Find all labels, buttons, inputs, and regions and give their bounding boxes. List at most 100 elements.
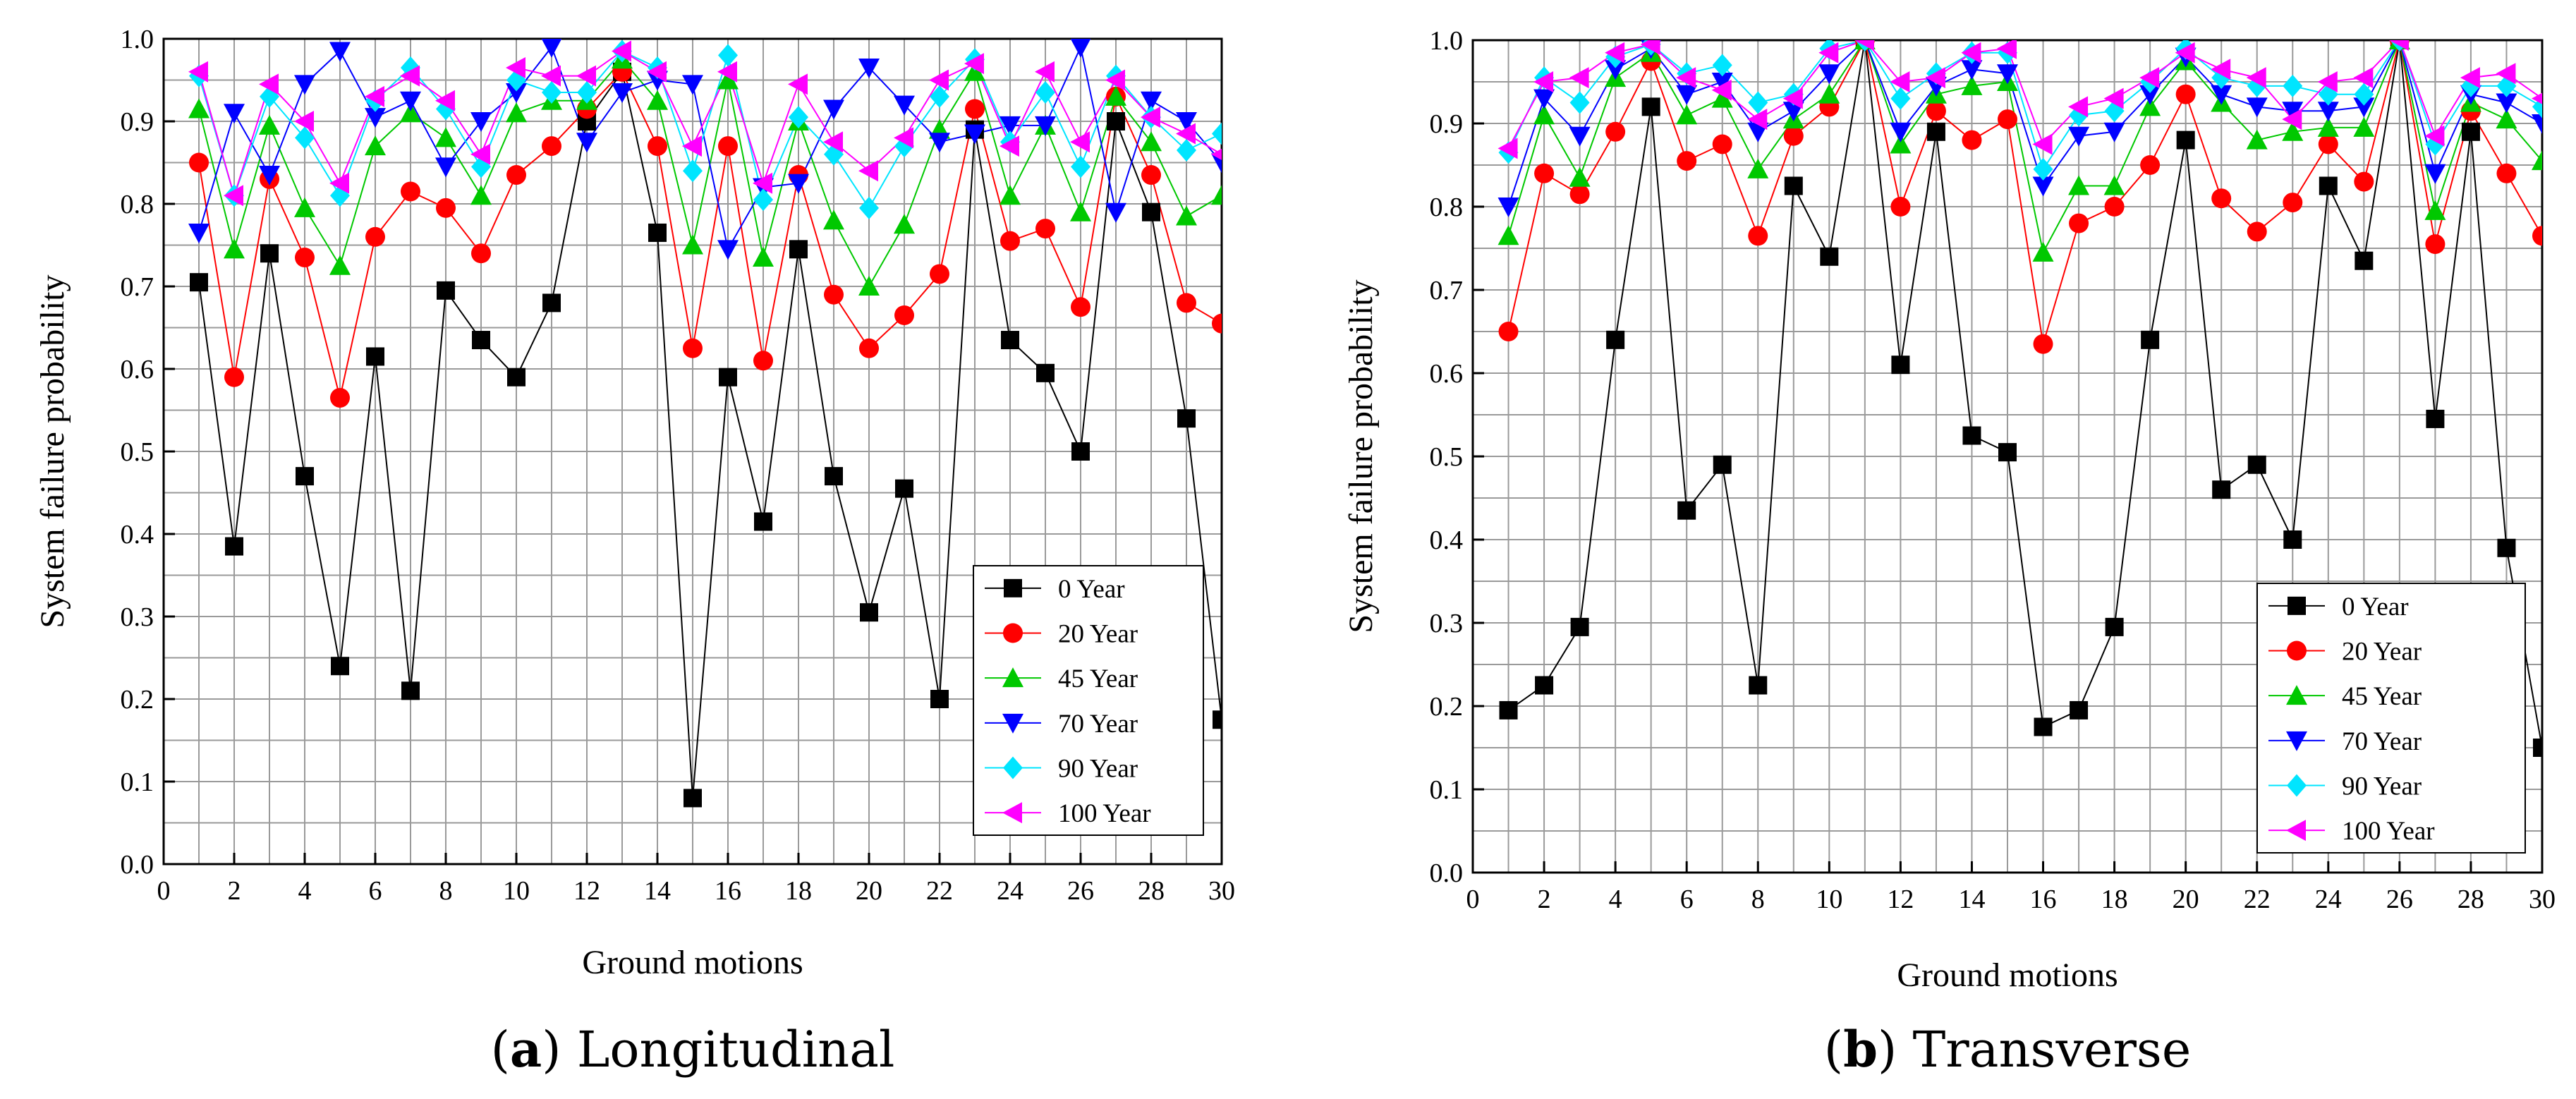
x-tick-label: 26 xyxy=(1067,876,1094,906)
legend-marker xyxy=(2286,731,2307,751)
data-point xyxy=(400,65,420,87)
data-point xyxy=(1569,126,1591,147)
data-point xyxy=(1997,40,2017,59)
data-point xyxy=(294,75,315,95)
series-markers-70-year xyxy=(1497,40,2542,217)
data-point xyxy=(1605,60,1627,80)
data-point xyxy=(753,188,773,212)
series-line xyxy=(198,44,1222,252)
data-point xyxy=(2246,67,2266,89)
data-point xyxy=(823,131,843,153)
data-point xyxy=(2319,176,2338,195)
data-point xyxy=(577,81,597,104)
data-point xyxy=(2283,530,2302,549)
data-point xyxy=(1747,158,1769,178)
data-point xyxy=(2141,330,2160,349)
data-point xyxy=(788,174,809,194)
data-point xyxy=(2354,83,2374,106)
caption-text: ) Transverse xyxy=(1878,1021,2191,1079)
data-point xyxy=(789,106,808,129)
data-point xyxy=(1641,97,1660,116)
data-point xyxy=(2424,164,2446,184)
data-point xyxy=(2103,87,2124,109)
data-point xyxy=(858,58,880,78)
y-tick-label: 1.0 xyxy=(1430,26,1464,56)
series-line xyxy=(1507,40,2542,171)
data-point xyxy=(894,95,915,116)
data-point xyxy=(1105,85,1126,106)
data-point xyxy=(719,368,737,387)
y-tick-label: 0.4 xyxy=(121,520,154,550)
data-point xyxy=(1107,112,1125,130)
data-point xyxy=(259,166,280,186)
x-tick-label: 18 xyxy=(785,876,812,906)
x-tick-label: 6 xyxy=(369,876,382,906)
y-tick-label: 0.1 xyxy=(1430,775,1464,805)
data-point xyxy=(858,276,880,296)
data-point xyxy=(1676,85,1698,105)
data-point xyxy=(1606,330,1625,349)
data-point xyxy=(190,273,208,292)
data-point xyxy=(894,127,913,149)
data-point xyxy=(2068,96,2089,118)
data-point xyxy=(1749,676,1768,695)
data-point xyxy=(2034,717,2053,736)
data-point xyxy=(1961,75,1983,95)
data-point xyxy=(2211,85,2232,105)
data-point xyxy=(1071,442,1090,461)
data-point xyxy=(541,65,561,87)
data-point xyxy=(470,143,490,165)
data-point xyxy=(2532,226,2542,246)
data-point xyxy=(1890,133,1912,154)
data-point xyxy=(647,61,667,83)
panel-caption: (a) Longitudinal xyxy=(491,1020,895,1079)
y-tick-label: 0.0 xyxy=(1430,858,1464,888)
x-tick-label: 20 xyxy=(2173,885,2199,914)
data-point xyxy=(329,42,351,62)
data-point xyxy=(2426,409,2445,428)
data-point xyxy=(2139,67,2160,89)
data-point xyxy=(259,73,279,95)
data-point xyxy=(1820,247,1839,266)
y-tick-label: 0.6 xyxy=(121,355,154,384)
x-tick-label: 24 xyxy=(997,876,1023,906)
data-point xyxy=(612,40,631,62)
data-point xyxy=(2533,739,2542,757)
data-point xyxy=(2353,97,2375,118)
data-point xyxy=(1782,87,1803,109)
data-point xyxy=(1890,71,1910,92)
data-point xyxy=(329,255,351,275)
data-point xyxy=(365,108,386,128)
x-tick-label: 12 xyxy=(573,876,600,906)
legend-marker xyxy=(1003,756,1023,779)
data-point xyxy=(2246,97,2268,118)
data-point xyxy=(2032,241,2054,262)
data-point xyxy=(225,537,243,556)
x-axis-label: Ground motions xyxy=(1897,957,2118,994)
x-tick-label: 24 xyxy=(2315,885,2342,914)
data-point xyxy=(188,61,208,83)
data-point xyxy=(1711,79,1732,101)
series-line xyxy=(1507,40,2542,344)
data-point xyxy=(2246,129,2268,150)
data-point xyxy=(1141,165,1161,186)
x-tick-label: 4 xyxy=(1609,885,1622,914)
legend-marker xyxy=(2287,640,2307,661)
data-point xyxy=(718,44,738,67)
data-point xyxy=(823,210,844,230)
series-line xyxy=(198,70,1222,799)
data-point xyxy=(1998,443,2017,462)
data-point xyxy=(472,331,490,350)
data-point xyxy=(294,111,314,132)
data-point xyxy=(2496,163,2517,183)
data-point xyxy=(825,467,843,486)
data-point xyxy=(1854,40,1874,51)
legend-label: 0 Year xyxy=(2342,593,2409,621)
data-point xyxy=(2282,121,2304,141)
data-point xyxy=(2353,116,2375,137)
x-tick-label: 26 xyxy=(2386,885,2413,914)
legend-marker xyxy=(1004,578,1022,597)
data-point xyxy=(648,136,667,157)
data-point xyxy=(1783,126,1804,146)
